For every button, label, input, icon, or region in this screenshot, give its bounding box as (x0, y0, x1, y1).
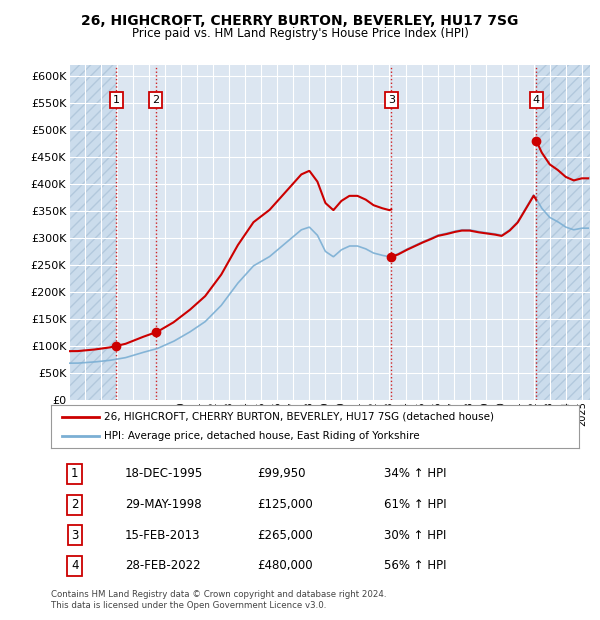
Text: 29-MAY-1998: 29-MAY-1998 (125, 498, 202, 511)
Bar (536, 65, 590, 400)
Text: £99,950: £99,950 (257, 467, 305, 481)
Text: Contains HM Land Registry data © Crown copyright and database right 2024.
This d: Contains HM Land Registry data © Crown c… (51, 590, 386, 609)
Bar (69, 65, 116, 400)
Text: 28-FEB-2022: 28-FEB-2022 (125, 559, 200, 572)
Text: 4: 4 (71, 559, 79, 572)
Text: 26, HIGHCROFT, CHERRY BURTON, BEVERLEY, HU17 7SG: 26, HIGHCROFT, CHERRY BURTON, BEVERLEY, … (82, 14, 518, 28)
Text: HPI: Average price, detached house, East Riding of Yorkshire: HPI: Average price, detached house, East… (104, 432, 419, 441)
Text: 1: 1 (113, 95, 120, 105)
Text: Price paid vs. HM Land Registry's House Price Index (HPI): Price paid vs. HM Land Registry's House … (131, 27, 469, 40)
Text: 15-FEB-2013: 15-FEB-2013 (125, 529, 200, 542)
Text: £125,000: £125,000 (257, 498, 313, 511)
Text: 4: 4 (533, 95, 540, 105)
Text: 26, HIGHCROFT, CHERRY BURTON, BEVERLEY, HU17 7SG (detached house): 26, HIGHCROFT, CHERRY BURTON, BEVERLEY, … (104, 412, 494, 422)
Text: 3: 3 (71, 529, 79, 542)
Text: 1: 1 (71, 467, 79, 481)
Text: 2: 2 (71, 498, 79, 511)
Text: 61% ↑ HPI: 61% ↑ HPI (383, 498, 446, 511)
Text: 34% ↑ HPI: 34% ↑ HPI (383, 467, 446, 481)
Text: 3: 3 (388, 95, 395, 105)
Text: £480,000: £480,000 (257, 559, 313, 572)
Text: £265,000: £265,000 (257, 529, 313, 542)
Text: 18-DEC-1995: 18-DEC-1995 (125, 467, 203, 481)
Text: 30% ↑ HPI: 30% ↑ HPI (383, 529, 446, 542)
Text: 2: 2 (152, 95, 159, 105)
Text: 56% ↑ HPI: 56% ↑ HPI (383, 559, 446, 572)
